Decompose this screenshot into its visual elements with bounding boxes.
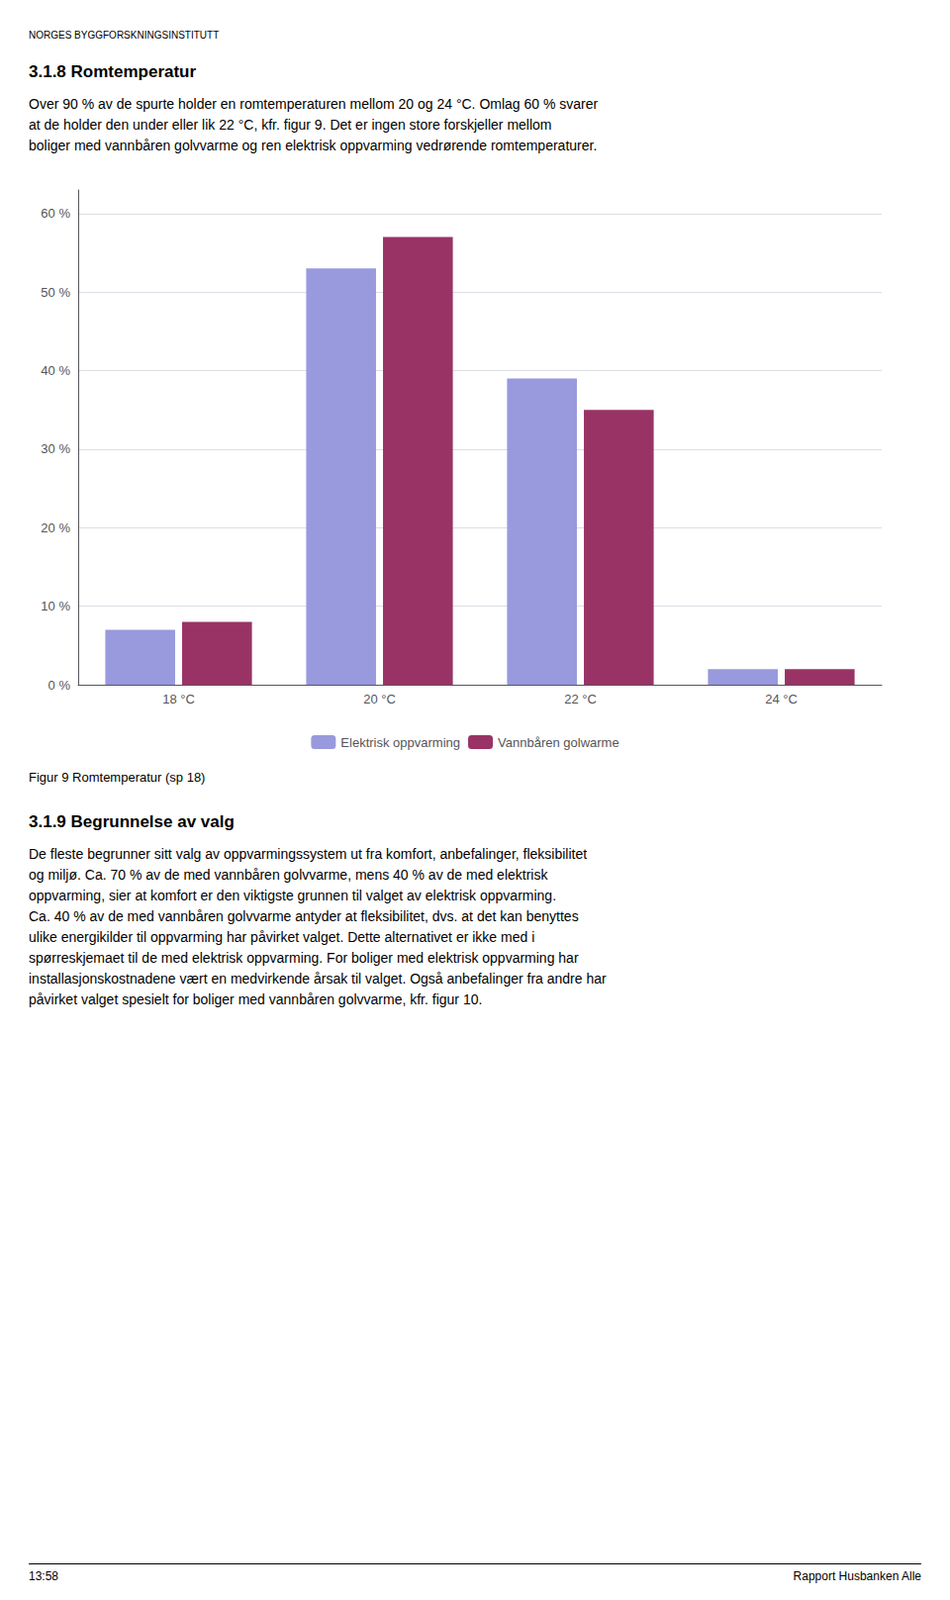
html-text:13:58: 13:58 [28, 1569, 59, 1584]
svg-text:18 °C: 18 °C [162, 691, 195, 707]
html-text:Over 90 % av de spurte holder: Over 90 % av de spurte holder en romtemp… [28, 95, 598, 154]
svg-text:22 °C: 22 °C [564, 691, 597, 707]
svg-text:Vannbåren golwarme: Vannbåren golwarme [497, 735, 620, 751]
svg-text:30 %: 30 % [40, 441, 71, 457]
svg-text:60 %: 60 % [40, 205, 71, 221]
svg-text:20 %: 20 % [40, 520, 71, 536]
svg-text:24 °C: 24 °C [764, 691, 798, 707]
svg-text:10 %: 10 % [40, 598, 71, 614]
html-text:Rapport Husbanken Alle: Rapport Husbanken Alle [793, 1569, 922, 1584]
html-text:3.1.8 Romtemperatur: 3.1.8 Romtemperatur [28, 62, 197, 82]
svg-text:50 %: 50 % [40, 285, 71, 300]
html-text:De fleste begrunner sitt valg: De fleste begrunner sitt valg av oppvarm… [28, 846, 607, 1008]
svg-text:0 %: 0 % [48, 677, 72, 693]
svg-text:Elektrisk oppvarming: Elektrisk oppvarming [340, 735, 461, 751]
svg-text:20 °C: 20 °C [363, 691, 396, 707]
html-text:3.1.9 Begrunnelse av valg: 3.1.9 Begrunnelse av valg [28, 812, 235, 832]
html-text:Figur 9 Romtemperatur (sp 18): Figur 9 Romtemperatur (sp 18) [28, 769, 206, 785]
svg-text:40 %: 40 % [40, 363, 71, 379]
html-text:NORGES BYGGFORSKNINGSINSTITUTT: NORGES BYGGFORSKNINGSINSTITUTT [28, 29, 219, 41]
